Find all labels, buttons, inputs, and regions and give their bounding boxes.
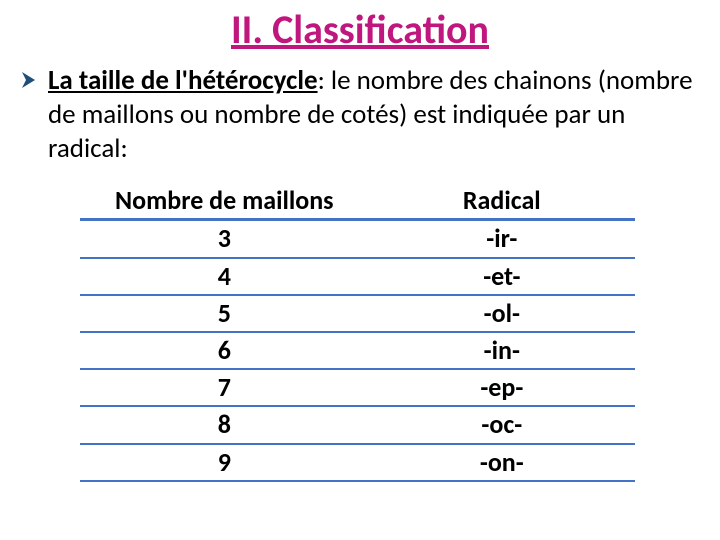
table-cell: -ep- [369,369,635,406]
table-cell: -oc- [369,406,635,443]
arrow-path [22,72,35,88]
table-row: 8-oc- [80,406,635,443]
table-cell: 5 [80,295,369,332]
bullet-text: La taille de l'hétérocycle: le nombre de… [48,64,700,165]
table-row: 3-ir- [80,220,635,258]
arrow-right-icon [20,70,40,95]
table-cell: -ir- [369,220,635,258]
table-row: 9-on- [80,444,635,481]
table-cell: -et- [369,258,635,295]
table-cell: 3 [80,220,369,258]
table-cell: 8 [80,406,369,443]
table-cell: 4 [80,258,369,295]
bullet-item: La taille de l'hétérocycle: le nombre de… [20,64,700,165]
table-row: 4-et- [80,258,635,295]
table-row: 7-ep- [80,369,635,406]
table-cell: -in- [369,332,635,369]
table-cell: 6 [80,332,369,369]
table-container: Nombre de maillons Radical 3-ir-4-et-5-o… [80,183,635,482]
table-row: 5-ol- [80,295,635,332]
table-cell: 9 [80,444,369,481]
table-body: 3-ir-4-et-5-ol-6-in-7-ep-8-oc-9-on- [80,220,635,481]
col-header: Radical [369,183,635,220]
radicals-table: Nombre de maillons Radical 3-ir-4-et-5-o… [80,183,635,482]
table-cell: -on- [369,444,635,481]
page-title: II. Classification [20,8,700,52]
table-cell: 7 [80,369,369,406]
bullet-lead: La taille de l'hétérocycle [48,64,318,97]
table-row: 6-in- [80,332,635,369]
col-header: Nombre de maillons [80,183,369,220]
table-cell: -ol- [369,295,635,332]
table-header-row: Nombre de maillons Radical [80,183,635,220]
